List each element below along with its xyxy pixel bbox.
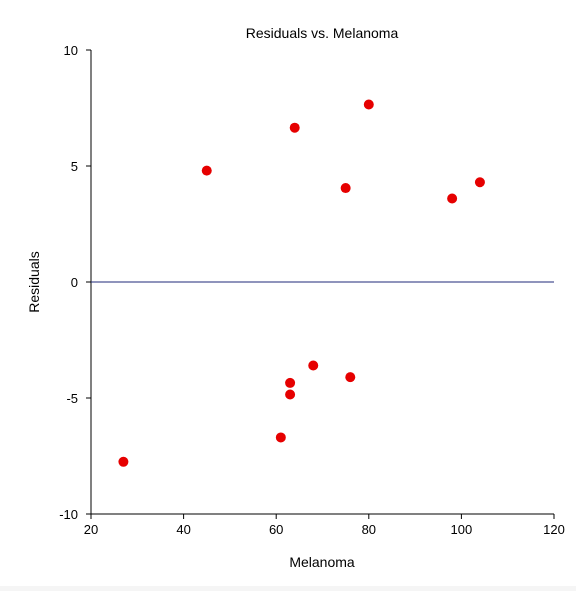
x-tick-label: 60 [269,522,283,537]
x-tick-label: 100 [451,522,473,537]
data-point [118,456,129,467]
data-point [340,183,351,194]
x-tick-label: 20 [84,522,98,537]
y-tick-label: 5 [71,159,78,174]
y-tick-label: 0 [71,275,78,290]
x-tick-label: 120 [543,522,565,537]
data-point [285,377,296,388]
data-point [474,177,485,188]
data-point [289,122,300,133]
data-point [345,372,356,383]
x-axis-label: Melanoma [289,554,355,570]
data-point [201,165,212,176]
chart-title: Residuals vs. Melanoma [246,25,399,41]
x-tick-label: 80 [362,522,376,537]
data-point [447,193,458,204]
data-point [363,99,374,110]
ticks-layer: 20 40 60 80 100 120 -10 -5 0 5 10 [59,43,565,537]
y-tick-label: 10 [64,43,78,58]
points-layer [118,99,485,467]
data-point [275,432,286,443]
data-point [308,360,319,371]
y-tick-label: -10 [59,507,78,522]
data-point [285,389,296,400]
y-axis-label: Residuals [26,251,42,312]
y-tick-label: -5 [66,391,78,406]
x-tick-label: 40 [176,522,190,537]
